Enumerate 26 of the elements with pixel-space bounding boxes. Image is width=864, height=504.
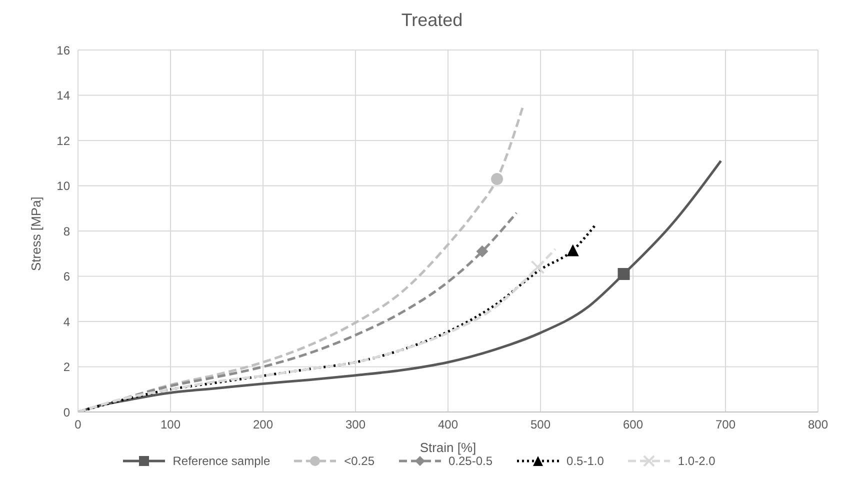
y-tick-label: 4: [63, 314, 70, 329]
y-tick-label: 6: [63, 270, 70, 284]
y-tick-label: 0: [63, 405, 70, 420]
y-tick-label: 16: [56, 43, 70, 58]
legend-label: 0.5-1.0: [566, 454, 604, 468]
y-tick-label: 14: [56, 88, 70, 103]
legend-label: 1.0-2.0: [678, 454, 716, 468]
x-axis-title: Strain [%]: [420, 440, 476, 455]
x-tick-label: 100: [160, 418, 181, 432]
x-tick-label: 700: [715, 418, 736, 432]
legend-label: 0.25-0.5: [448, 454, 493, 468]
x-tick-label: 600: [622, 418, 644, 432]
y-tick-label: 8: [63, 224, 70, 238]
x-tick-label: 300: [345, 418, 366, 432]
x-tick-label: 800: [808, 418, 828, 432]
x-tick-label: 0: [74, 418, 82, 432]
y-tick-label: 12: [56, 134, 70, 148]
legend-label: Reference sample: [172, 454, 270, 468]
y-tick-label: 10: [56, 179, 70, 194]
x-tick-label: 500: [530, 418, 551, 432]
legend-label: <0.25: [344, 454, 374, 468]
x-tick-label: 400: [438, 418, 458, 432]
y-axis-title: Stress [MPa]: [28, 196, 44, 271]
y-tick-label: 2: [63, 360, 70, 374]
x-tick-label: 200: [252, 418, 274, 432]
chart-title: Treated: [400, 10, 464, 32]
